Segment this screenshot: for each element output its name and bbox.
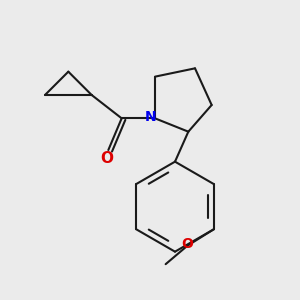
Text: O: O (100, 151, 113, 166)
Text: O: O (182, 237, 193, 251)
Text: N: N (145, 110, 157, 124)
